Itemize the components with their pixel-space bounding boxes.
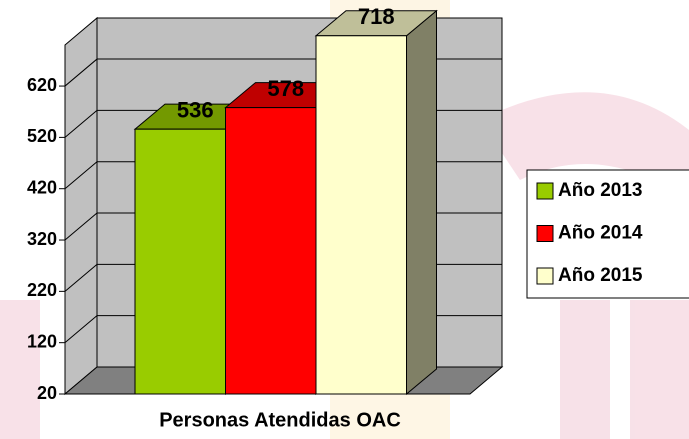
legend-label: Año 2015 (558, 265, 643, 286)
bar (225, 107, 317, 395)
bar (315, 35, 407, 395)
bar (134, 128, 226, 395)
y-tick-label: 420 (27, 177, 57, 197)
y-tick-label: 220 (27, 280, 57, 300)
legend-label: Año 2014 (558, 223, 643, 244)
data-label: 578 (267, 76, 304, 101)
y-tick-label: 20 (37, 383, 57, 403)
data-label: 718 (358, 4, 395, 29)
y-tick-label: 520 (27, 126, 57, 146)
bar-side (406, 9, 437, 396)
legend-label: Año 2013 (558, 180, 642, 201)
y-tick-label: 620 (27, 75, 57, 95)
side-wall (64, 16, 98, 396)
legend-swatch (536, 267, 554, 285)
x-tick-label: Personas Atendidas OAC (159, 409, 401, 431)
legend-swatch (536, 182, 554, 200)
data-label: 536 (177, 97, 214, 122)
y-tick-label: 120 (27, 331, 57, 351)
legend-box (526, 169, 689, 299)
legend-swatch (536, 225, 554, 242)
y-tick-label: 320 (27, 229, 57, 249)
